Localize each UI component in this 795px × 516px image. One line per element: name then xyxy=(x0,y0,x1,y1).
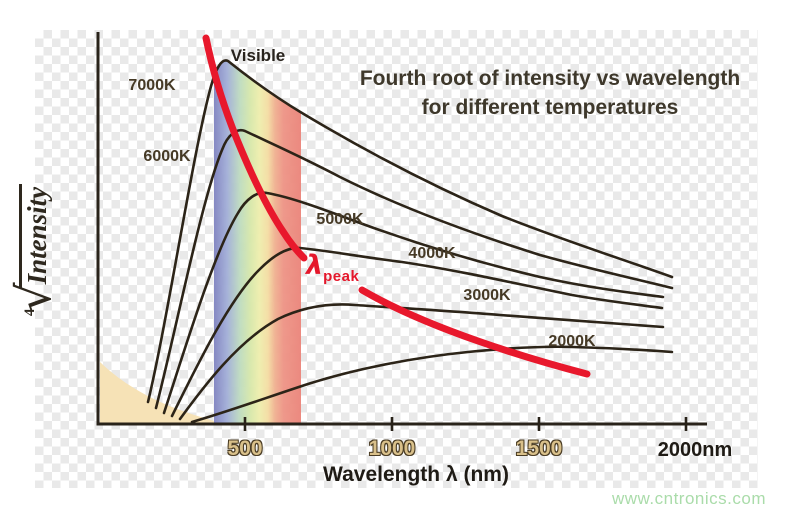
curve-6000k xyxy=(154,129,674,410)
lambda-symbol: λ xyxy=(306,250,324,281)
curve-5000k xyxy=(162,191,665,415)
lambda-peak-subscript: peak xyxy=(323,268,360,285)
x-tick-label-1000: 1000 xyxy=(368,437,416,460)
curve-label-3000k: 3000K xyxy=(463,287,511,304)
x-tick-label-2000nm: 2000nm xyxy=(657,439,733,461)
curve-label-4000k: 4000K xyxy=(408,245,456,262)
x-axis-title: Wavelength λ (nm) xyxy=(323,463,509,486)
x-axis-ticks xyxy=(243,417,688,431)
y-axis-title: 4 √ Intensity xyxy=(7,95,61,405)
tan-baseline-fill xyxy=(100,362,214,423)
radical-sign: √ xyxy=(7,282,61,312)
chart-title-line1: Fourth root of intensity vs wavelength xyxy=(359,67,741,90)
watermark-text: www.cntronics.com xyxy=(612,489,766,508)
visible-spectrum-band xyxy=(214,60,301,425)
visible-band-label: Visible xyxy=(230,46,286,65)
curve-2000k xyxy=(190,345,674,424)
curve-label-6000k: 6000K xyxy=(143,148,191,165)
curve-label-7000k: 7000K xyxy=(128,77,176,94)
curve-4000k xyxy=(170,246,664,418)
curve-label-5000k: 5000K xyxy=(316,211,364,228)
peak-locus-curve-upper xyxy=(202,34,308,262)
lambda-peak-label: λpeak xyxy=(306,250,359,285)
x-tick-label-1500: 1500 xyxy=(515,437,563,460)
axes-lines xyxy=(96,32,707,426)
peak-locus-curve-lower xyxy=(358,286,591,378)
curve-label-2000k: 2000K xyxy=(548,333,596,350)
curve-7000k xyxy=(146,59,674,404)
chart-title: Fourth root of intensity vs wavelength f… xyxy=(340,64,760,122)
y-axis-radicand: Intensity xyxy=(19,183,53,289)
chart-title-line2: for different temperatures xyxy=(421,96,679,119)
curve-3000k xyxy=(178,303,665,421)
x-tick-label-500: 500 xyxy=(227,437,263,460)
